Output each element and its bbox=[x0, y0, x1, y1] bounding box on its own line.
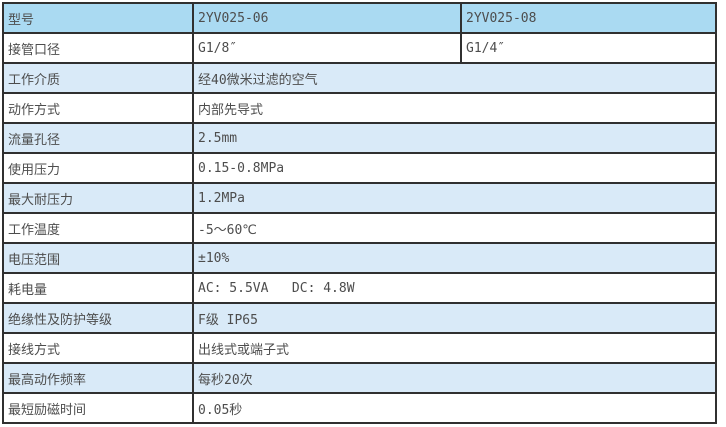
row-label-cell: 接线方式 bbox=[2, 332, 194, 364]
model-value-cell: 2YV025-06 bbox=[192, 2, 462, 34]
table-row-insulation-protection: 绝缘性及防护等级 F级 IP65 bbox=[2, 302, 717, 334]
row-label-cell: 流量孔径 bbox=[2, 122, 194, 154]
row-label-cell: 最短励磁时间 bbox=[2, 392, 194, 424]
row-label-cell: 最大耐压力 bbox=[2, 182, 194, 214]
row-value-cell: 出线式或端子式 bbox=[192, 332, 717, 364]
model-value-cell: 2YV025-08 bbox=[460, 2, 717, 34]
row-value-cell: 内部先导式 bbox=[192, 92, 717, 124]
table-row-operating-pressure: 使用压力 0.15-0.8MPa bbox=[2, 152, 717, 184]
row-label-cell: 耗电量 bbox=[2, 272, 194, 304]
row-value-cell: 2.5mm bbox=[192, 122, 717, 154]
row-value-cell: 每秒20次 bbox=[192, 362, 717, 394]
spec-table: 型号 2YV025-06 2YV025-08 接管口径 G1/8″ G1/4″ … bbox=[2, 2, 717, 424]
row-label-cell: 使用压力 bbox=[2, 152, 194, 184]
row-value-cell: 0.15-0.8MPa bbox=[192, 152, 717, 184]
row-label-cell: 动作方式 bbox=[2, 92, 194, 124]
table-row-max-pressure: 最大耐压力 1.2MPa bbox=[2, 182, 717, 214]
port-size-value-cell: G1/4″ bbox=[460, 32, 717, 64]
table-row-wiring-type: 接线方式 出线式或端子式 bbox=[2, 332, 717, 364]
port-size-value-cell: G1/8″ bbox=[192, 32, 462, 64]
row-value-cell: F级 IP65 bbox=[192, 302, 717, 334]
row-label-cell: 最高动作频率 bbox=[2, 362, 194, 394]
row-label-cell: 型号 bbox=[2, 2, 194, 34]
row-value-cell: AC: 5.5VA DC: 4.8W bbox=[192, 272, 717, 304]
table-row-model: 型号 2YV025-06 2YV025-08 bbox=[2, 2, 717, 34]
row-label-cell: 电压范围 bbox=[2, 242, 194, 274]
table-row-voltage-range: 电压范围 ±10% bbox=[2, 242, 717, 274]
row-label-cell: 绝缘性及防护等级 bbox=[2, 302, 194, 334]
table-row-port-size: 接管口径 G1/8″ G1/4″ bbox=[2, 32, 717, 64]
row-label-cell: 工作温度 bbox=[2, 212, 194, 244]
table-row-actuation-type: 动作方式 内部先导式 bbox=[2, 92, 717, 124]
row-value-cell: -5～60℃ bbox=[192, 212, 717, 244]
table-row-min-excitation-time: 最短励磁时间 0.05秒 bbox=[2, 392, 717, 424]
table-row-working-temperature: 工作温度 -5～60℃ bbox=[2, 212, 717, 244]
table-row-max-frequency: 最高动作频率 每秒20次 bbox=[2, 362, 717, 394]
row-value-cell: 经40微米过滤的空气 bbox=[192, 62, 717, 94]
row-label-cell: 接管口径 bbox=[2, 32, 194, 64]
row-value-cell: 1.2MPa bbox=[192, 182, 717, 214]
row-label-cell: 工作介质 bbox=[2, 62, 194, 94]
row-value-cell: ±10% bbox=[192, 242, 717, 274]
table-row-orifice-size: 流量孔径 2.5mm bbox=[2, 122, 717, 154]
row-value-cell: 0.05秒 bbox=[192, 392, 717, 424]
table-row-working-medium: 工作介质 经40微米过滤的空气 bbox=[2, 62, 717, 94]
table-row-power-consumption: 耗电量 AC: 5.5VA DC: 4.8W bbox=[2, 272, 717, 304]
